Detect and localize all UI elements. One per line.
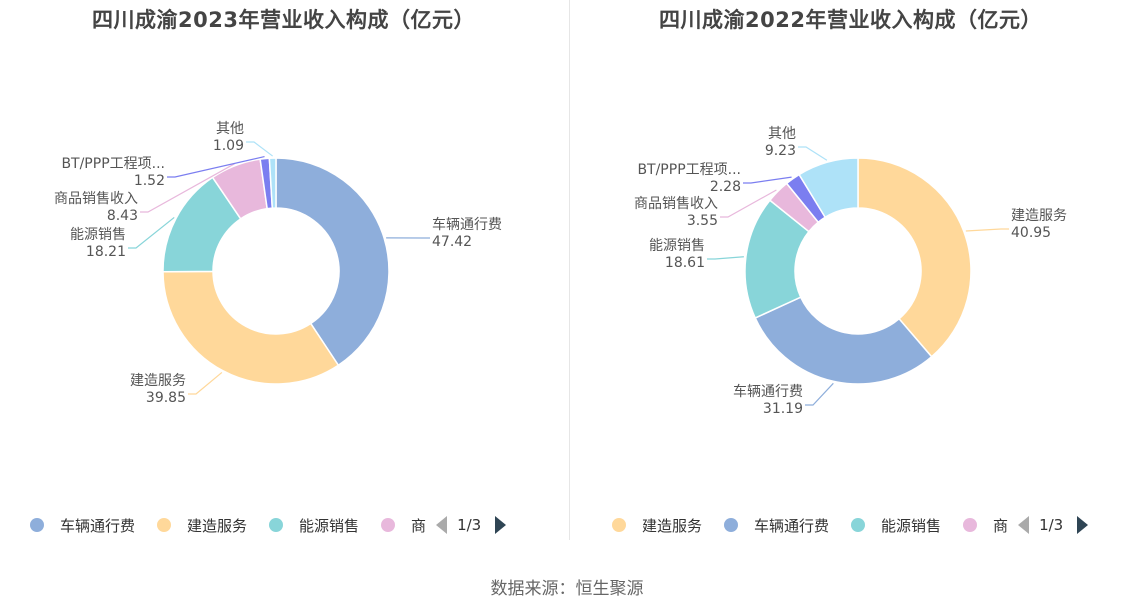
slice-label-value: 1.52 bbox=[134, 173, 165, 189]
legend-dot-icon bbox=[963, 518, 978, 532]
pie-slice[interactable] bbox=[754, 296, 933, 385]
legend-pager: 1/3 bbox=[1018, 516, 1089, 534]
next-page-icon[interactable] bbox=[495, 516, 507, 534]
slice-label-value: 1.09 bbox=[213, 138, 244, 154]
chart-panel-2022: 四川成渝2022年营业收入构成（亿元） 建造服务 40.95 车辆通行费 31.19 能… bbox=[567, 0, 1134, 545]
prev-page-icon[interactable] bbox=[1018, 516, 1030, 534]
slice-label-name: 能源销售 bbox=[70, 227, 126, 243]
slice-label-value: 9.23 bbox=[765, 143, 796, 159]
pie-slice[interactable] bbox=[268, 157, 277, 209]
slice-label-name: 车辆通行费 bbox=[432, 216, 502, 233]
slice-label-value: 2.28 bbox=[710, 179, 741, 195]
leader-line bbox=[167, 155, 265, 178]
pie-slice[interactable] bbox=[162, 270, 340, 385]
legend: 车辆通行费 建造服务 能源销售 商 1/3 bbox=[30, 512, 507, 538]
data-source: 数据来源：恒生聚源 bbox=[490, 579, 644, 599]
slice-label-name: 建造服务 bbox=[1011, 208, 1067, 224]
legend-label: 商 bbox=[993, 516, 1009, 535]
slice-label-value: 18.61 bbox=[665, 255, 705, 271]
pie-slice[interactable] bbox=[798, 157, 859, 219]
slice-label-name: 其他 bbox=[216, 121, 244, 137]
leader-line bbox=[707, 256, 744, 260]
slice-label-value: 31.19 bbox=[763, 401, 803, 417]
slice-label-name: 其他 bbox=[768, 126, 796, 142]
page-indicator: 1/3 bbox=[1039, 516, 1064, 534]
slice-label-value: 3.55 bbox=[687, 213, 718, 229]
legend-label: 能源销售 bbox=[881, 516, 942, 535]
panel-divider bbox=[569, 0, 570, 540]
legend-label: 建造服务 bbox=[642, 516, 703, 535]
page-indicator: 1/3 bbox=[457, 516, 482, 534]
legend-label: 车辆通行费 bbox=[754, 516, 830, 535]
leader-line bbox=[965, 228, 1009, 232]
chart-title: 四川成渝2022年营业收入构成（亿元） bbox=[659, 8, 1042, 32]
legend-item[interactable]: 能源销售 bbox=[851, 515, 941, 536]
legend-dot-icon bbox=[157, 518, 172, 532]
legend-item[interactable]: 能源销售 bbox=[269, 515, 359, 536]
prev-page-icon[interactable] bbox=[436, 516, 448, 534]
slice-label-name: 建造服务 bbox=[130, 373, 186, 389]
legend-dot-icon bbox=[612, 518, 626, 532]
slice-label-value: 39.85 bbox=[146, 390, 186, 406]
legend-pager: 1/3 bbox=[436, 516, 507, 534]
chart-title: 四川成渝2023年营业收入构成（亿元） bbox=[92, 8, 475, 32]
leader-line bbox=[805, 382, 834, 406]
legend-item[interactable]: 车辆通行费 bbox=[30, 515, 135, 536]
chart-panel-2023: 四川成渝2023年营业收入构成（亿元） 车辆通行费 47.42 建造服务 39.85 能… bbox=[0, 0, 567, 545]
pie-slice[interactable] bbox=[275, 157, 390, 367]
legend-item[interactable]: 车辆通行费 bbox=[724, 515, 829, 536]
legend-label: 建造服务 bbox=[187, 516, 248, 535]
slice-label-name: BT/PPP工程项... bbox=[61, 156, 165, 172]
leader-line bbox=[140, 163, 235, 213]
legend: 建造服务 车辆通行费 能源销售 商 1/3 bbox=[612, 512, 1089, 538]
legend-dot-icon bbox=[269, 518, 284, 532]
slice-label-name: 商品销售收入 bbox=[54, 191, 138, 207]
legend-label: 商 bbox=[411, 516, 427, 535]
leader-line bbox=[720, 189, 777, 218]
slice-label-value: 8.43 bbox=[107, 208, 138, 224]
legend-item[interactable]: 建造服务 bbox=[612, 515, 702, 536]
slice-label-value: 18.21 bbox=[86, 244, 126, 260]
legend-item[interactable]: 建造服务 bbox=[157, 515, 247, 536]
slice-label-name: 能源销售 bbox=[649, 238, 705, 254]
pie-slice[interactable] bbox=[857, 157, 972, 358]
slice-label-value: 40.95 bbox=[1011, 225, 1051, 241]
leader-line bbox=[128, 216, 175, 249]
legend-dot-icon bbox=[724, 518, 739, 532]
slice-label-name: 车辆通行费 bbox=[733, 383, 803, 400]
slice-label-name: BT/PPP工程项... bbox=[637, 162, 741, 178]
legend-label: 能源销售 bbox=[299, 516, 360, 535]
legend-dot-icon bbox=[851, 518, 866, 532]
leader-line bbox=[188, 372, 223, 395]
slice-label-value: 47.42 bbox=[432, 234, 472, 250]
legend-item[interactable]: 商 bbox=[381, 515, 426, 536]
leader-line bbox=[798, 146, 828, 161]
leader-line bbox=[743, 176, 792, 184]
legend-item[interactable]: 商 bbox=[963, 515, 1008, 536]
leader-line bbox=[246, 141, 273, 157]
slice-label-name: 商品销售收入 bbox=[634, 196, 718, 212]
legend-dot-icon bbox=[30, 518, 44, 532]
next-page-icon[interactable] bbox=[1077, 516, 1089, 534]
legend-label: 车辆通行费 bbox=[60, 516, 136, 535]
legend-dot-icon bbox=[381, 518, 396, 532]
